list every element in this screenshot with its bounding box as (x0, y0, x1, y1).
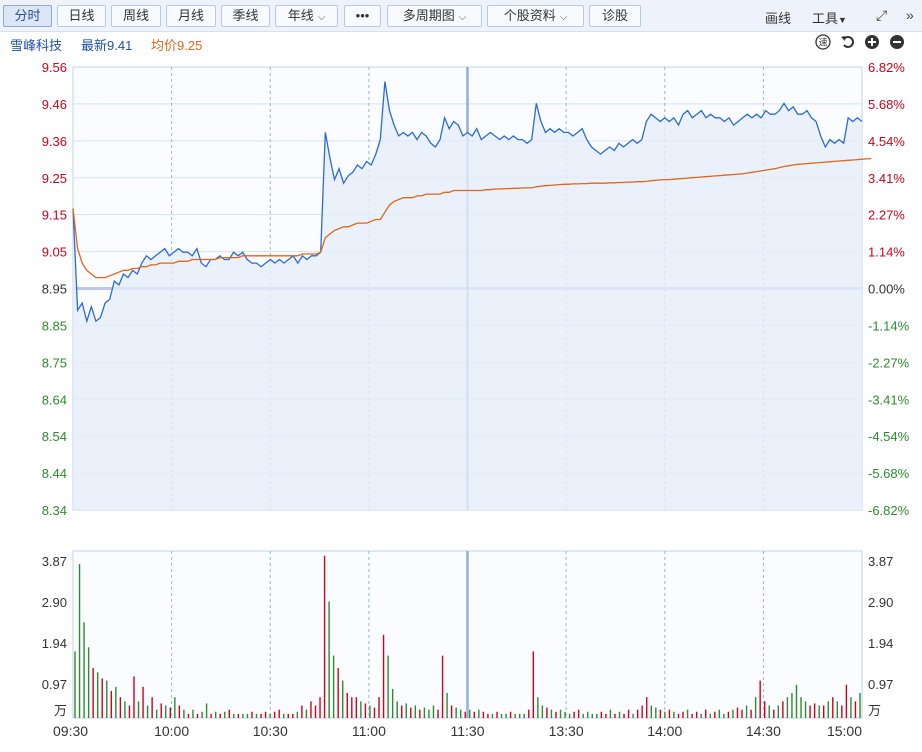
time-tick-label: 10:30 (253, 723, 288, 739)
time-tick-label: 15:00 (827, 723, 862, 739)
tab-label: 分时 (14, 8, 41, 23)
tab-9[interactable]: 诊股 (589, 5, 641, 27)
chevron-down-icon: ⌵ (559, 12, 568, 23)
zoom-out-icon[interactable] (889, 34, 905, 50)
price-tick-label: 9.56 (42, 60, 67, 75)
svg-text:速: 速 (818, 38, 827, 48)
volume-bars (74, 555, 861, 718)
price-tick-label: 9.36 (42, 134, 67, 149)
price-tick-label: 8.85 (42, 318, 67, 333)
pct-tick-label: -1.14% (868, 318, 910, 333)
chevron-down-icon: ⌵ (458, 12, 467, 23)
tab-4[interactable]: 季线 (221, 5, 270, 27)
tab-0[interactable]: 分时 (3, 5, 52, 27)
price-tick-label: 8.44 (42, 466, 67, 481)
time-tick-label: 10:00 (154, 723, 189, 739)
pct-tick-label: -3.41% (868, 392, 910, 407)
tools-label: 工具 (812, 11, 839, 26)
price-tick-label: 9.25 (42, 171, 67, 186)
tab-label: 月线 (177, 8, 204, 23)
average-price: 均价9.25 (151, 38, 203, 53)
time-tick-label: 14:00 (647, 723, 682, 739)
tab-8[interactable]: 个股资料 ⌵ (487, 5, 584, 27)
volume-tick-label: 2.90 (42, 595, 67, 610)
price-line (72, 81, 863, 324)
time-tick-label: 14:30 (746, 723, 781, 739)
stock-name: 雪峰科技 (10, 38, 63, 53)
pct-tick-label: 2.27% (868, 208, 905, 223)
volume-tick-label-right: 1.94 (868, 636, 893, 651)
price-tick-label: 8.64 (42, 392, 67, 407)
pct-tick-label: 0.00% (868, 282, 905, 297)
pct-tick-label: 3.41% (868, 171, 905, 186)
speed-icon[interactable]: 速 (815, 34, 831, 50)
chart-lines (72, 81, 872, 324)
volume-tick-label-right: 2.90 (868, 595, 893, 610)
pct-tick-label: -5.68% (868, 466, 910, 481)
intraday-chart[interactable]: 9.56 6.82% 9.46 5.68% 9.36 4.54% 9.25 3.41% 9.15… (0, 54, 922, 752)
pct-tick-label: 6.82% (868, 60, 905, 75)
time-tick-label: 09:30 (53, 723, 88, 739)
tab-7[interactable]: 多周期图 ⌵ (387, 5, 482, 27)
price-tick-label: 9.46 (42, 97, 67, 112)
pct-tick-label: 5.68% (868, 97, 905, 112)
price-tick-label: 8.75 (42, 355, 67, 370)
tab-1[interactable]: 日线 (57, 5, 106, 27)
tab-label: 季线 (232, 8, 259, 23)
price-tick-label: 9.15 (42, 208, 67, 223)
toolbar: 分时 日线 周线 月线 季线 年线 ⌵ ••• 多周期图 ⌵ 个股资料 ⌵ 诊股 画线 工具▼ ⤢ » (0, 0, 922, 32)
tab-label: 日线 (68, 8, 95, 23)
pct-tick-label: -2.27% (868, 355, 910, 370)
zoom-in-icon[interactable] (864, 34, 880, 50)
pct-tick-label: -6.82% (868, 503, 910, 518)
tab-more[interactable]: ••• (344, 5, 381, 27)
tab-label: 多周期图 (402, 8, 455, 23)
double-chevron-right-icon[interactable]: » (906, 7, 914, 23)
chevron-down-icon: ⌵ (317, 12, 326, 23)
info-bar: 雪峰科技 最新9.41 均价9.25 速 (0, 32, 922, 54)
volume-tick-label-right: 万 (868, 703, 881, 718)
tab-5[interactable]: 年线 ⌵ (275, 5, 338, 27)
tab-label: 个股资料 (503, 8, 556, 23)
price-tick-label: 8.54 (42, 429, 67, 444)
volume-tick-label-right: 0.97 (868, 677, 893, 692)
axis-labels: 9.56 6.82% 9.46 5.68% 9.36 4.54% 9.25 3.41% 9.15… (42, 60, 910, 739)
time-tick-label: 11:00 (352, 723, 386, 739)
time-tick-label: 11:30 (451, 723, 485, 739)
draw-line-button[interactable]: 画线 (765, 11, 792, 26)
pct-tick-label: -4.54% (868, 429, 910, 444)
caret-down-icon: ▼ (838, 15, 847, 25)
volume-tick-label: 3.87 (42, 554, 67, 569)
price-tick-label: 8.34 (42, 503, 67, 518)
price-area-fill (73, 81, 862, 510)
tab-label: 诊股 (601, 8, 628, 23)
pct-tick-label: 4.54% (868, 134, 905, 149)
average-price-line (72, 157, 872, 279)
time-tick-label: 13:30 (549, 723, 584, 739)
volume-tick-label: 1.94 (42, 636, 67, 651)
latest-price: 最新9.41 (81, 38, 133, 53)
tab-label: 年线 (287, 8, 314, 23)
volume-tick-label-right: 3.87 (868, 554, 893, 569)
tab-label: ••• (355, 8, 370, 23)
expand-icon[interactable]: ⤢ (876, 7, 888, 23)
volume-tick-label: 0.97 (42, 677, 67, 692)
tab-label: 周线 (122, 8, 149, 23)
volume-tick-label: 万 (54, 703, 67, 718)
price-area (73, 81, 862, 510)
price-tick-label: 9.05 (42, 245, 67, 260)
tab-3[interactable]: 月线 (166, 5, 216, 27)
pct-tick-label: 1.14% (868, 245, 905, 260)
tools-menu-button[interactable]: 工具▼ (812, 8, 847, 27)
tab-2[interactable]: 周线 (111, 5, 161, 27)
price-tick-label: 8.95 (42, 282, 67, 297)
undo-icon[interactable] (840, 34, 856, 50)
